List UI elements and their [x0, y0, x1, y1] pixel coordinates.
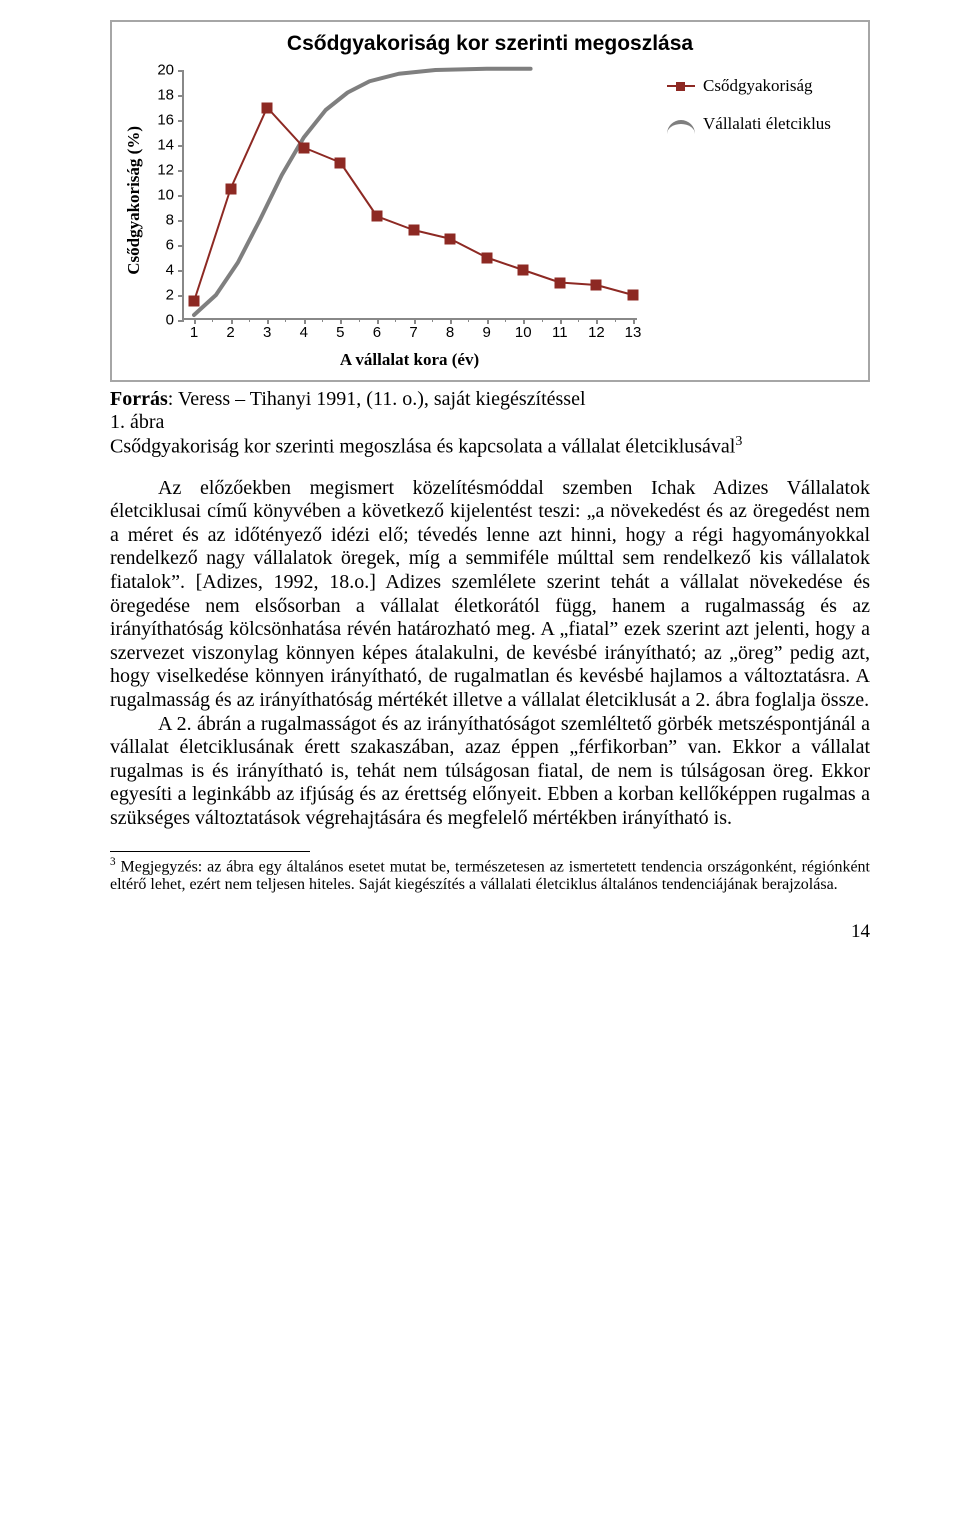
chart-source: Forrás: Veress – Tihanyi 1991, (11. o.),… — [110, 388, 870, 411]
figure-caption-footnote-ref: 3 — [735, 434, 742, 449]
data-point-marker — [628, 290, 639, 301]
x-tick-label: 3 — [263, 324, 271, 341]
figure-number: 1. ábra — [110, 411, 870, 434]
chart-title: Csődgyakoriság kor szerinti megoszlása — [120, 32, 860, 56]
x-tick-label: 8 — [446, 324, 454, 341]
plot-area: 0246810121416182012345678910111213 — [182, 70, 637, 320]
footnote: 3 Megjegyzés: az ábra egy általános eset… — [110, 856, 870, 895]
data-point-marker — [262, 102, 273, 113]
legend-curve-icon — [667, 120, 695, 134]
y-tick-label: 2 — [166, 287, 174, 304]
y-tick-label: 18 — [157, 87, 174, 104]
paragraph-2: A 2. ábrán a rugalmasságot és az irányít… — [110, 713, 870, 831]
y-tick-label: 12 — [157, 162, 174, 179]
page-number: 14 — [110, 921, 870, 943]
x-tick-label: 1 — [190, 324, 198, 341]
x-tick-label: 7 — [409, 324, 417, 341]
y-tick-label: 10 — [157, 187, 174, 204]
source-text: : Veress – Tihanyi 1991, (11. o.), saját… — [168, 388, 586, 410]
legend-label: Vállalati életciklus — [703, 114, 831, 134]
x-tick-label: 5 — [336, 324, 344, 341]
figure-caption-text: Csődgyakoriság kor szerinti megoszlása é… — [110, 436, 735, 458]
data-point-marker — [445, 233, 456, 244]
figure-caption: Csődgyakoriság kor szerinti megoszlása é… — [110, 434, 870, 459]
data-point-marker — [591, 280, 602, 291]
data-point-marker — [335, 157, 346, 168]
chart-container: Csődgyakoriság kor szerinti megoszlása C… — [110, 20, 870, 382]
data-point-marker — [408, 225, 419, 236]
paragraph-1: Az előzőekben megismert közelítésmóddal … — [110, 477, 870, 713]
x-axis-label: A vállalat kora (év) — [182, 350, 637, 370]
x-tick-label: 6 — [373, 324, 381, 341]
x-tick-label: 13 — [625, 324, 642, 341]
x-tick-label: 12 — [588, 324, 605, 341]
data-point-marker — [481, 252, 492, 263]
footnote-text: Megjegyzés: az ábra egy általános esetet… — [110, 858, 870, 893]
plot-area-wrapper: 0246810121416182012345678910111213 A vál… — [182, 70, 637, 370]
y-tick-label: 0 — [166, 312, 174, 329]
data-point-marker — [554, 277, 565, 288]
footnote-separator — [110, 851, 310, 852]
data-point-marker — [371, 211, 382, 222]
x-tick-label: 10 — [515, 324, 532, 341]
y-tick-label: 4 — [166, 262, 174, 279]
chart-legend: Csődgyakoriság Vállalati életciklus — [637, 70, 835, 152]
data-point-marker — [225, 183, 236, 194]
x-tick-label: 9 — [482, 324, 490, 341]
y-tick-label: 16 — [157, 112, 174, 129]
body-text: Az előzőekben megismert közelítésmóddal … — [110, 477, 870, 831]
legend-item-series1: Csődgyakoriság — [667, 76, 831, 96]
y-axis-label: Csődgyakoriság (%) — [120, 126, 148, 275]
legend-item-series2: Vállalati életciklus — [667, 114, 831, 134]
y-tick-label: 14 — [157, 137, 174, 154]
x-tick-label: 11 — [552, 324, 568, 341]
data-point-marker — [298, 142, 309, 153]
y-tick-label: 6 — [166, 237, 174, 254]
data-point-marker — [189, 296, 200, 307]
data-point-marker — [518, 265, 529, 276]
y-tick-label: 8 — [166, 212, 174, 229]
legend-label: Csődgyakoriság — [703, 76, 813, 96]
legend-line-icon — [667, 85, 695, 87]
source-prefix: Forrás — [110, 388, 168, 410]
y-tick-label: 20 — [157, 62, 174, 79]
x-tick-label: 4 — [300, 324, 308, 341]
x-tick-label: 2 — [226, 324, 234, 341]
